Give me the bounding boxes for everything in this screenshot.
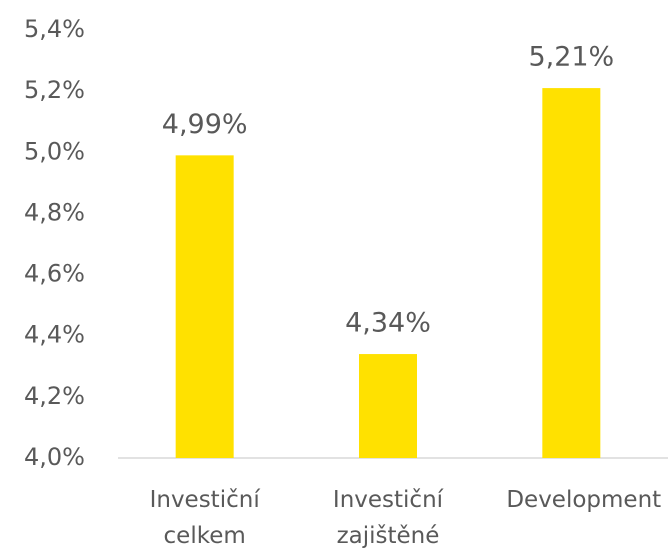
x-tick-text: Development [506,487,662,513]
y-tick-label: 5,0% [24,137,85,165]
y-tick-label: 4,8% [24,198,85,226]
value-label: 4,34% [345,308,431,339]
x-tick-label: Investiční celkem [130,482,280,552]
x-tick-text: Investiční zajištěné [332,487,444,549]
x-tick-label: Development [496,482,662,518]
y-tick-label: 5,2% [24,76,85,104]
x-tick-text: Investiční celkem [149,487,260,549]
y-tick-label: 4,2% [24,382,85,410]
bar [542,88,601,458]
bar [175,155,234,459]
y-tick-label: 4,0% [24,443,85,471]
value-label: 4,99% [162,109,248,140]
bar [359,354,417,458]
y-tick-label: 5,4% [24,15,85,43]
y-tick-label: 4,6% [24,260,85,288]
y-tick-label: 4,4% [24,321,85,349]
value-label: 5,21% [528,42,614,73]
x-tick-label: Investiční zajištěné [313,482,463,552]
